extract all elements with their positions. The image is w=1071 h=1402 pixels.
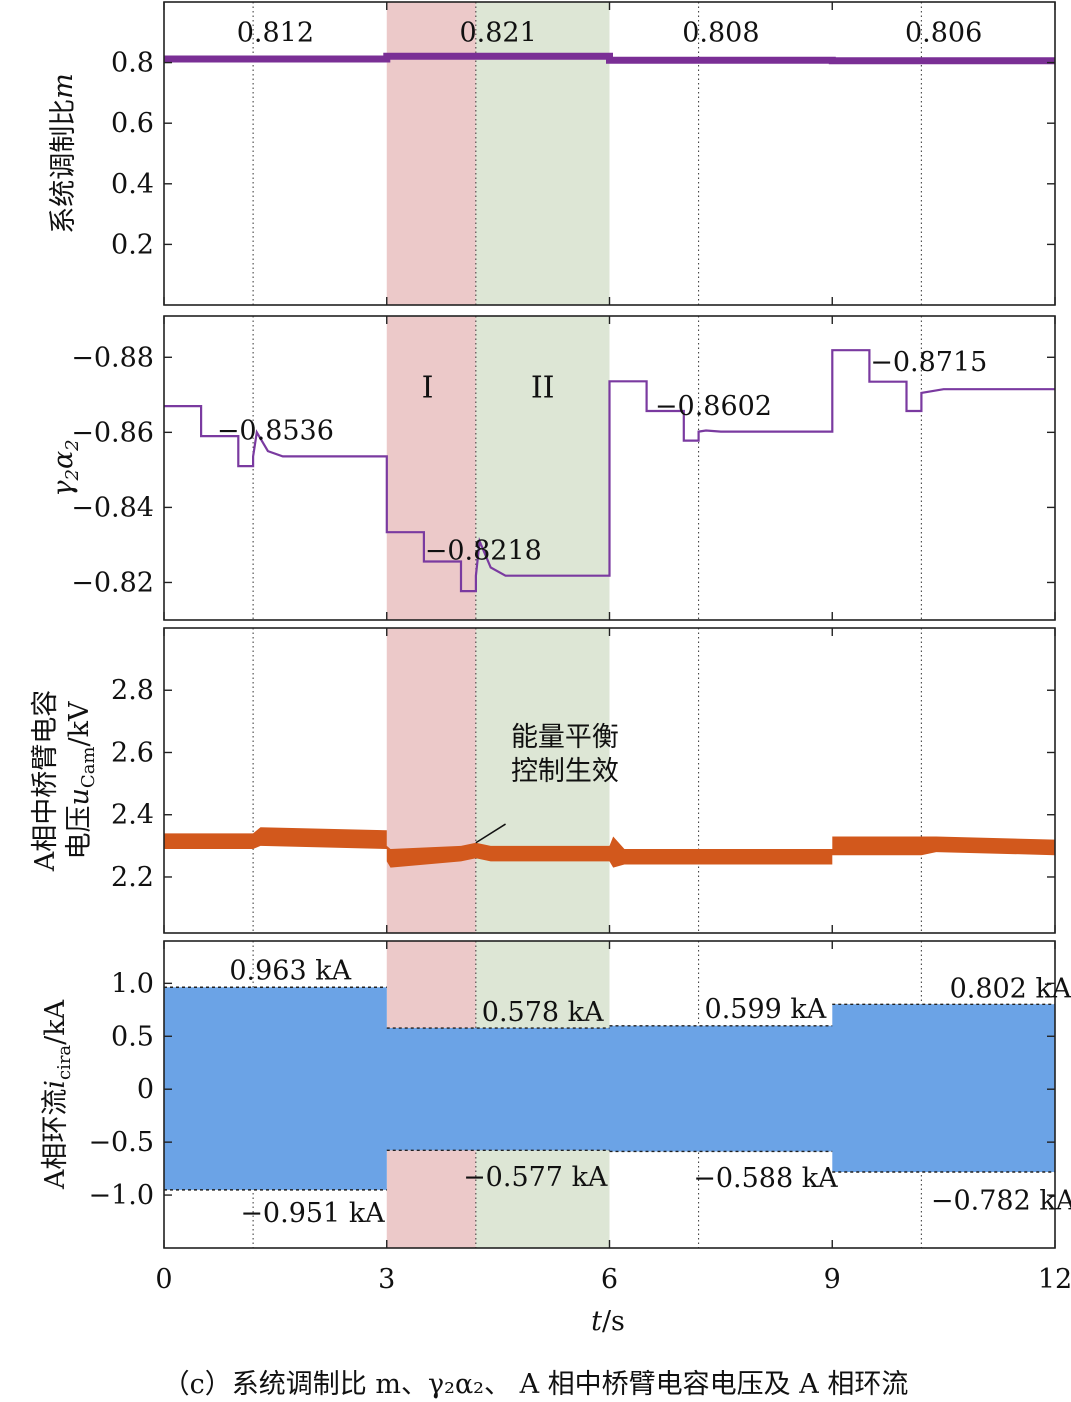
y-tick-label: 0.2 bbox=[111, 229, 154, 260]
data-label: 控制生效 bbox=[511, 756, 619, 787]
y-axis-label: γ2α2 bbox=[48, 439, 83, 496]
data-label: −0.8218 bbox=[425, 536, 542, 567]
y-tick-label: −0.88 bbox=[71, 342, 154, 373]
data-label: −0.577 kA bbox=[463, 1162, 608, 1193]
y-axis-label: A相环流icira/kA bbox=[40, 999, 75, 1190]
data-label: 0.599 kA bbox=[705, 994, 827, 1025]
x-tick-label: 0 bbox=[155, 1264, 172, 1295]
y-tick-label: 2.6 bbox=[111, 737, 154, 768]
y-tick-label: −0.82 bbox=[71, 567, 154, 598]
y-tick-label: 1.0 bbox=[111, 968, 154, 999]
region-II bbox=[475, 316, 610, 620]
y-tick-label: −1.0 bbox=[88, 1180, 154, 1211]
x-axis: t/s 0 3 6 9 12 bbox=[155, 1264, 1071, 1337]
y-axis-label-text: A相环流icira/kA bbox=[40, 999, 75, 1190]
y-axis-label-line: A相中桥臂电容 bbox=[30, 690, 61, 873]
data-label: −0.951 kA bbox=[240, 1198, 385, 1229]
x-tick-label: 12 bbox=[1038, 1264, 1071, 1295]
data-label: 0.812 bbox=[237, 17, 314, 48]
figure-caption: （c）系统调制比 m、γ₂α₂、 A 相中桥臂电容电压及 A 相环流 bbox=[162, 1369, 909, 1400]
data-label: −0.8715 bbox=[870, 347, 987, 378]
data-label: 0.963 kA bbox=[229, 956, 351, 987]
data-label: −0.588 kA bbox=[693, 1163, 838, 1194]
y-tick-label: 2.4 bbox=[111, 800, 154, 831]
region-I bbox=[386, 628, 476, 933]
x-tick-label: 9 bbox=[824, 1264, 841, 1295]
series-line bbox=[164, 349, 1055, 593]
x-axis-label: t/s bbox=[591, 1306, 625, 1337]
data-label: −0.8536 bbox=[217, 415, 334, 446]
y-tick-label: 0.4 bbox=[111, 169, 154, 200]
series-line bbox=[164, 52, 1055, 65]
data-label: 0.802 kA bbox=[950, 974, 1071, 1005]
panel-2: −0.82 −0.84 −0.86 −0.88 −0.8536 −0.8218 −0.860… bbox=[48, 315, 1056, 621]
y-axis-label-text: 系统调制比m bbox=[48, 73, 79, 234]
y-axis-label: 系统调制比m bbox=[48, 73, 79, 234]
region-label: II bbox=[531, 370, 555, 405]
y-tick-label: 0.5 bbox=[111, 1021, 154, 1052]
y-tick-label: −0.5 bbox=[88, 1127, 154, 1158]
y-tick-label: 2.2 bbox=[111, 862, 154, 893]
y-tick-label: 0 bbox=[137, 1074, 154, 1105]
x-tick-label: 6 bbox=[601, 1264, 618, 1295]
current-band bbox=[164, 987, 1055, 1190]
region-I bbox=[386, 316, 476, 620]
y-tick-label: 0.8 bbox=[111, 48, 154, 79]
data-label: −0.782 kA bbox=[931, 1185, 1071, 1216]
data-label: 0.821 bbox=[459, 17, 536, 48]
y-tick-label: 2.8 bbox=[111, 675, 154, 706]
voltage-band bbox=[164, 827, 1055, 868]
annotation-leader bbox=[475, 823, 506, 844]
y-axis-label-text: γ2α2 bbox=[48, 439, 83, 496]
region-label: I bbox=[422, 370, 434, 405]
data-label: −0.8602 bbox=[655, 391, 772, 422]
data-label: 0.808 bbox=[682, 17, 759, 48]
y-tick-label: −0.84 bbox=[71, 492, 154, 523]
y-axis-label: A相中桥臂电容 电压uCam/kV bbox=[30, 690, 99, 873]
x-tick-label: 3 bbox=[378, 1264, 395, 1295]
data-label: 0.806 bbox=[905, 17, 982, 48]
data-label: 0.578 kA bbox=[482, 997, 604, 1028]
region-II bbox=[475, 2, 610, 305]
data-label: 能量平衡 bbox=[511, 722, 619, 753]
region-II bbox=[475, 628, 610, 933]
panel-1: 0.2 0.4 0.6 0.8 0.812 0.821 0.808 0.806 系统调制比m bbox=[48, 1, 1056, 306]
y-tick-label: −0.86 bbox=[71, 417, 154, 448]
y-axis-label-line: 电压uCam/kV bbox=[64, 701, 99, 859]
panel-4: −1.0 −0.5 0 0.5 1.0 0.963 kA 0.578 kA 0.599 kA 0… bbox=[40, 940, 1071, 1249]
panels: 0.2 0.4 0.6 0.8 0.812 0.821 0.808 0.806 系统调制比m −0… bbox=[30, 1, 1071, 1249]
region-I bbox=[386, 2, 476, 305]
y-tick-label: 0.6 bbox=[111, 108, 154, 139]
